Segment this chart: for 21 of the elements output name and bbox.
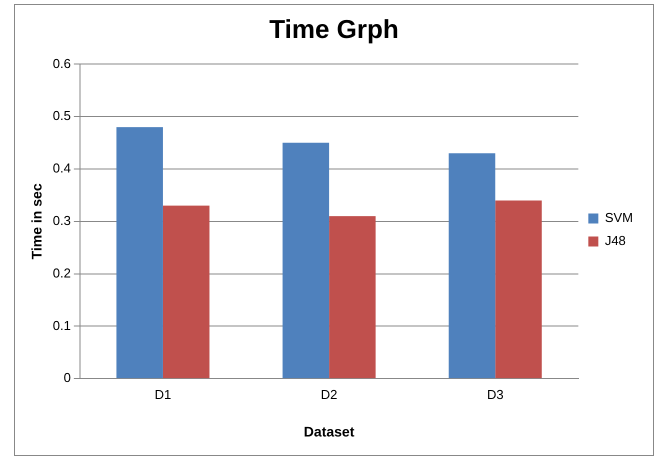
x-tick-label: D3 [486,386,504,402]
bar [448,153,496,378]
x-tick-label: D1 [154,386,172,402]
bar [116,127,163,378]
y-tick-label: 0 [64,370,71,386]
bar [282,142,330,378]
bar [329,216,376,378]
bar [162,206,210,378]
y-axis-title: Time in sec [28,183,44,260]
y-tick-label: 0.3 [52,212,71,228]
x-axis-title: Dataset [304,423,355,440]
legend-label: SVM [604,210,633,226]
x-tick-label: D2 [320,386,338,402]
legend-label: J48 [604,233,626,248]
y-tick-label: 0.5 [52,108,71,124]
y-tick-label: 0.2 [52,265,71,280]
y-tick-label: 0.4 [52,160,71,176]
bar [495,200,542,378]
y-tick-label: 0.1 [52,318,71,333]
chart-title: Time Grph [269,14,399,44]
y-tick-label: 0.6 [52,56,71,71]
